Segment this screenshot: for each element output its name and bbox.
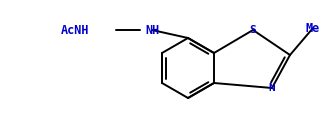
Text: AcNH: AcNH: [61, 23, 89, 37]
Text: NH: NH: [145, 23, 159, 37]
Text: N: N: [268, 83, 275, 93]
Text: Me: Me: [306, 22, 320, 35]
Text: S: S: [250, 25, 256, 35]
